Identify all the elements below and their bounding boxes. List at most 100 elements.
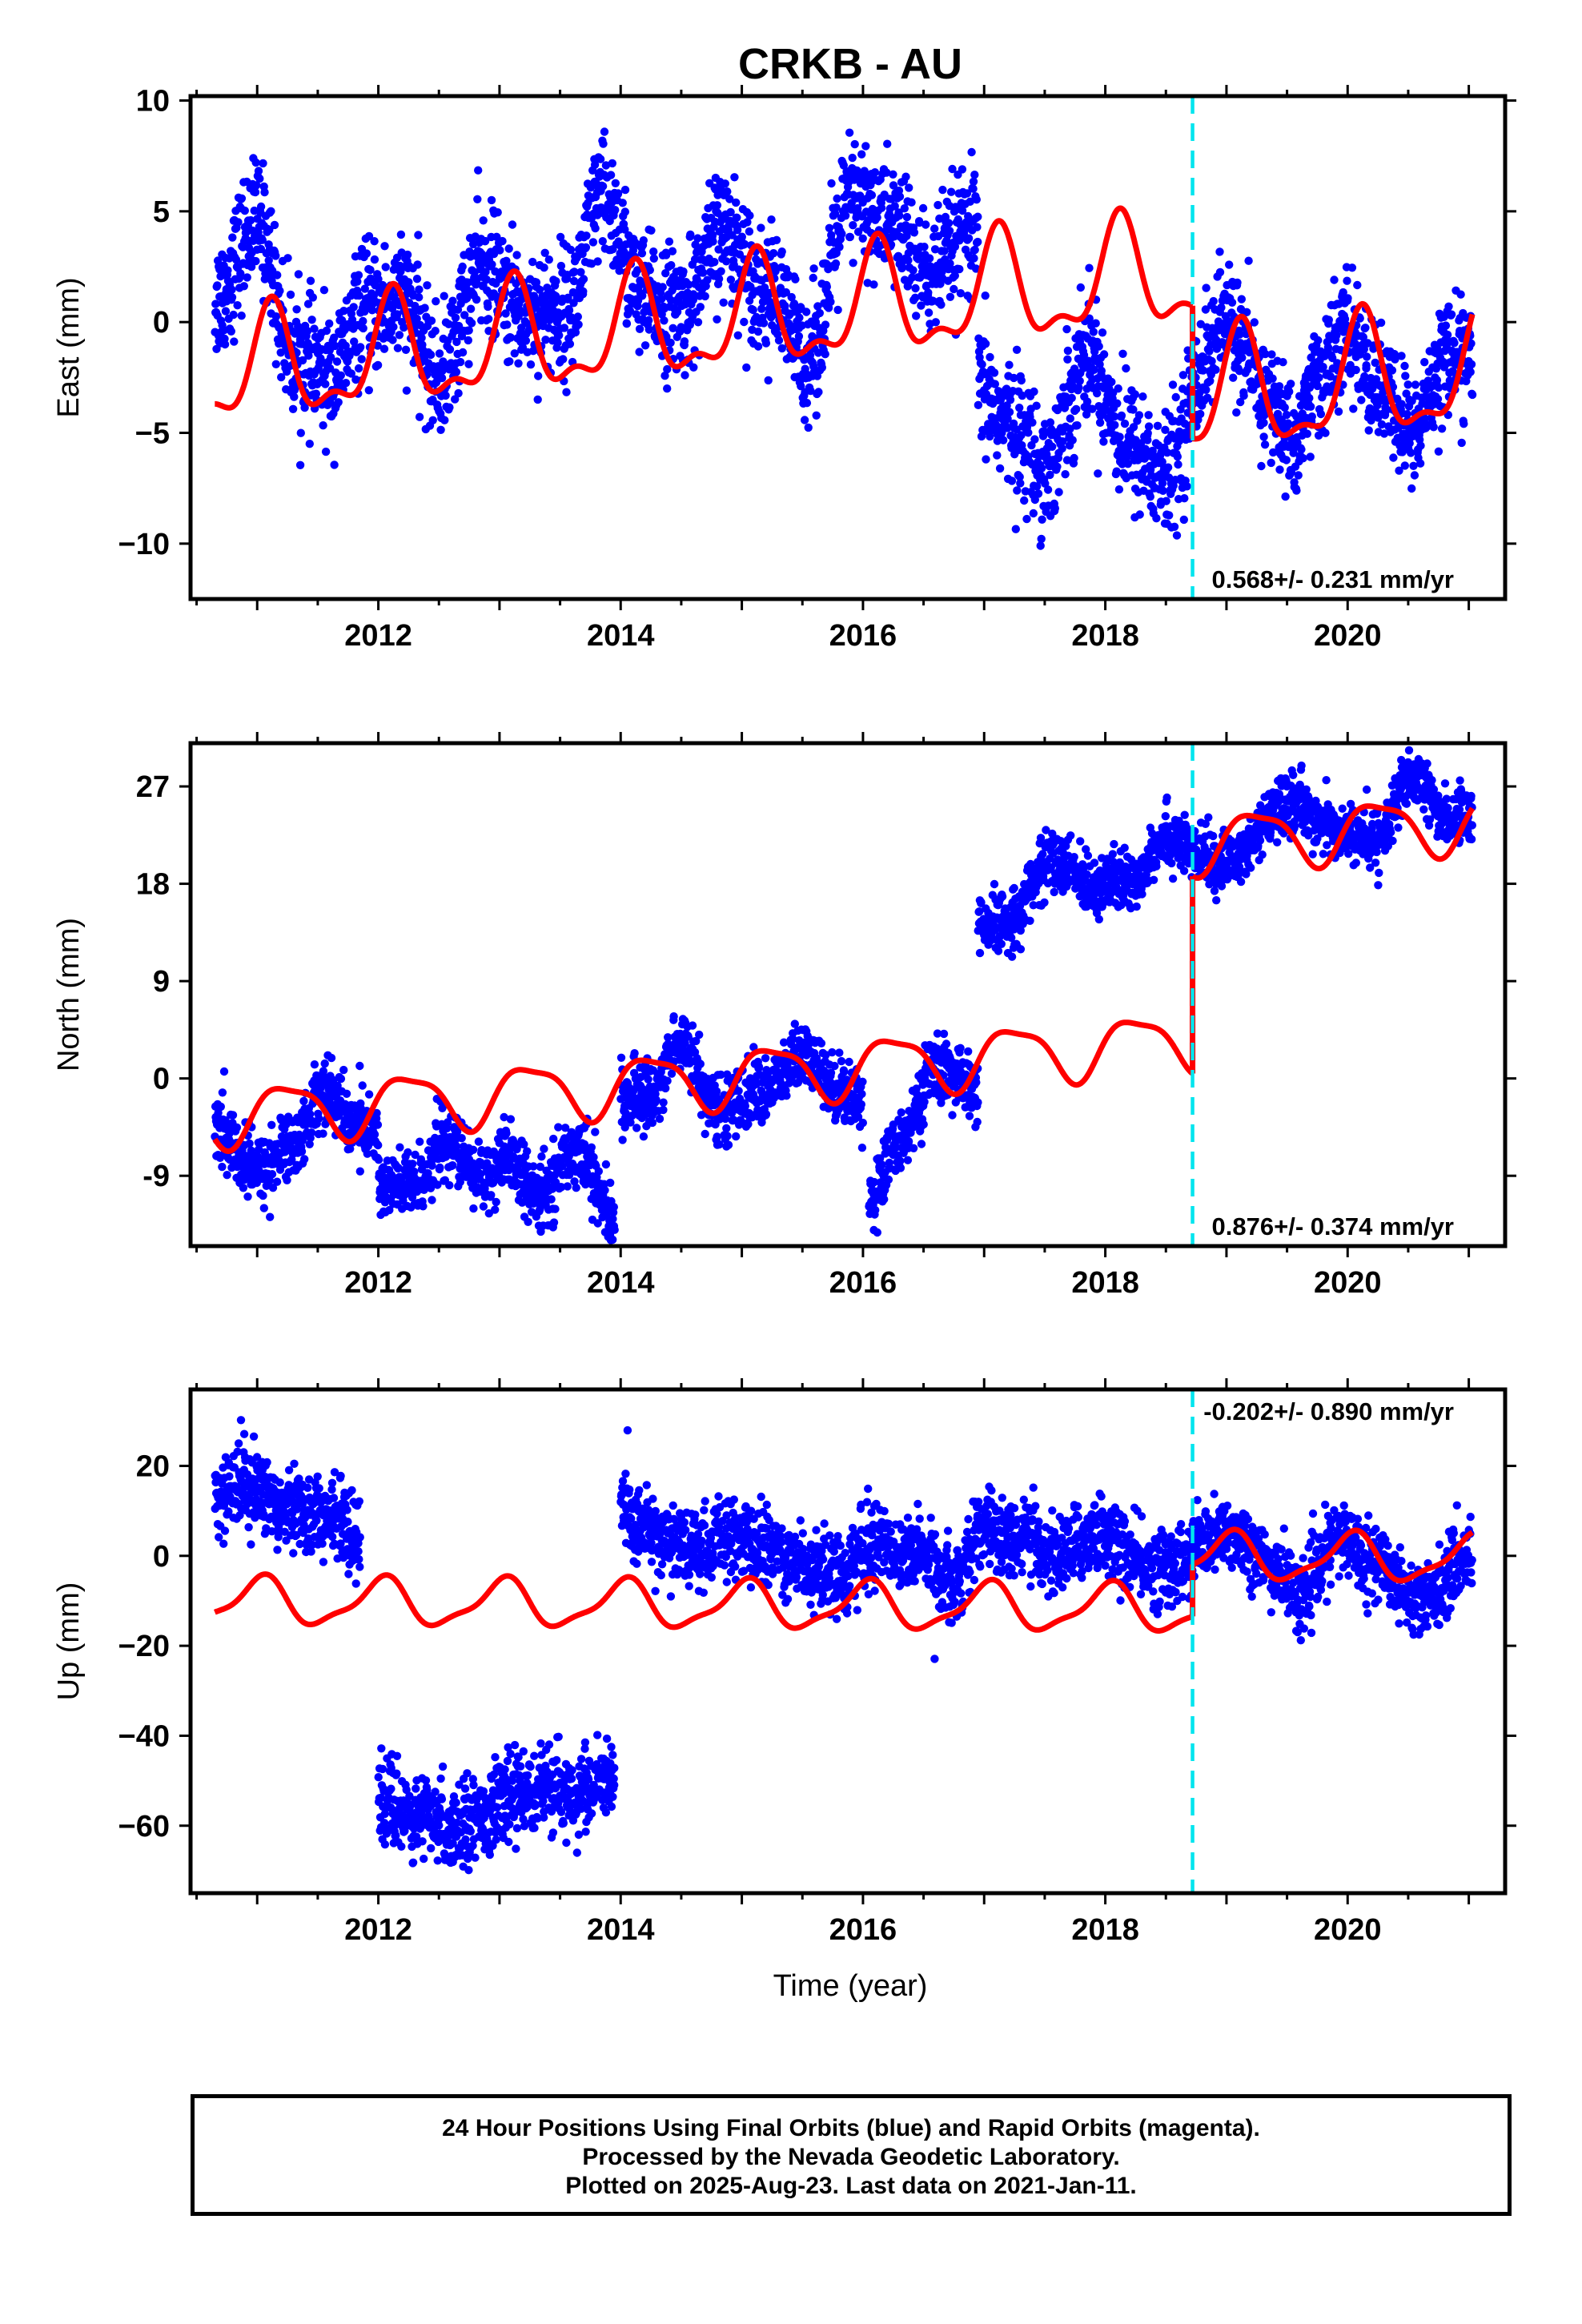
data-point (1079, 351, 1089, 360)
data-point (800, 416, 809, 424)
data-point (426, 350, 436, 360)
data-point (649, 254, 658, 263)
data-point (493, 208, 502, 217)
data-point (219, 1067, 229, 1076)
data-point (1339, 287, 1347, 297)
data-point (1323, 343, 1333, 352)
data-point (359, 316, 367, 326)
data-point (265, 1176, 275, 1185)
data-point (659, 1105, 668, 1115)
data-point (271, 312, 281, 321)
data-point (559, 355, 568, 364)
data-point (1401, 372, 1410, 380)
data-point (1460, 420, 1468, 428)
data-point (1225, 260, 1234, 269)
data-point (1407, 484, 1416, 493)
data-point (436, 425, 445, 434)
data-point (1235, 330, 1244, 339)
data-point (966, 197, 974, 206)
data-point (1282, 456, 1291, 464)
x-tick-label: 2016 (829, 619, 897, 653)
data-point (1205, 347, 1214, 356)
data-point (708, 231, 717, 239)
data-point (355, 1167, 364, 1176)
data-point (757, 223, 765, 232)
data-point (412, 314, 421, 324)
data-point (228, 1111, 238, 1120)
data-point (1306, 452, 1315, 461)
data-point (322, 326, 331, 336)
data-point (940, 247, 949, 255)
data-point (469, 1204, 478, 1213)
data-point (1170, 522, 1179, 531)
north-data-points (211, 746, 1477, 1244)
data-point (533, 395, 542, 404)
data-point (1130, 390, 1140, 399)
data-point (610, 1225, 619, 1234)
data-point (1199, 366, 1208, 375)
data-point (703, 275, 712, 284)
data-point (1250, 318, 1259, 327)
data-point (1162, 448, 1172, 457)
data-point (307, 316, 316, 324)
data-point (635, 324, 644, 333)
data-point (1030, 435, 1039, 444)
data-point (696, 303, 705, 312)
data-point (319, 1067, 328, 1076)
data-point (1174, 460, 1182, 469)
data-point (247, 263, 256, 271)
data-point (374, 1156, 383, 1164)
data-point (579, 275, 588, 283)
data-point (950, 271, 960, 280)
data-point (1400, 461, 1410, 470)
data-point (218, 1088, 227, 1097)
data-point (331, 341, 339, 351)
data-point (354, 271, 363, 279)
data-point (699, 268, 708, 277)
data-point (504, 244, 513, 253)
data-point (622, 320, 632, 328)
data-point (900, 204, 909, 213)
data-point (512, 251, 521, 259)
data-point (335, 1112, 343, 1120)
data-point (296, 428, 305, 437)
data-point (423, 281, 432, 290)
data-point (667, 261, 676, 270)
data-point (307, 1128, 316, 1137)
east-frame (188, 94, 1508, 601)
data-point (914, 250, 923, 259)
data-point (347, 316, 357, 324)
data-point (655, 1114, 665, 1124)
data-point (506, 333, 516, 342)
data-point (1391, 355, 1399, 364)
data-point (1034, 489, 1043, 498)
data-point (321, 447, 331, 456)
data-point (479, 216, 488, 225)
data-point (413, 260, 422, 269)
data-point (234, 218, 243, 227)
data-point (349, 303, 358, 312)
data-point (958, 165, 967, 174)
data-point (618, 1136, 627, 1144)
data-point (701, 1129, 709, 1139)
data-point (555, 331, 564, 340)
east-data-segment-3 (1188, 247, 1477, 501)
data-point (243, 273, 251, 282)
data-point (1063, 346, 1073, 356)
data-point (1379, 429, 1389, 438)
data-point (379, 344, 389, 353)
data-point (487, 1191, 496, 1200)
data-point (466, 304, 476, 313)
data-point (1072, 404, 1081, 414)
data-point (587, 1143, 596, 1152)
data-point (1075, 376, 1084, 385)
data-point (713, 201, 722, 210)
data-point (1415, 459, 1425, 468)
data-point (1211, 365, 1220, 374)
data-point (1343, 294, 1352, 303)
data-point (346, 1144, 355, 1153)
data-point (1022, 514, 1031, 524)
data-point (632, 266, 642, 275)
data-point (967, 147, 976, 157)
data-point (374, 1140, 383, 1150)
